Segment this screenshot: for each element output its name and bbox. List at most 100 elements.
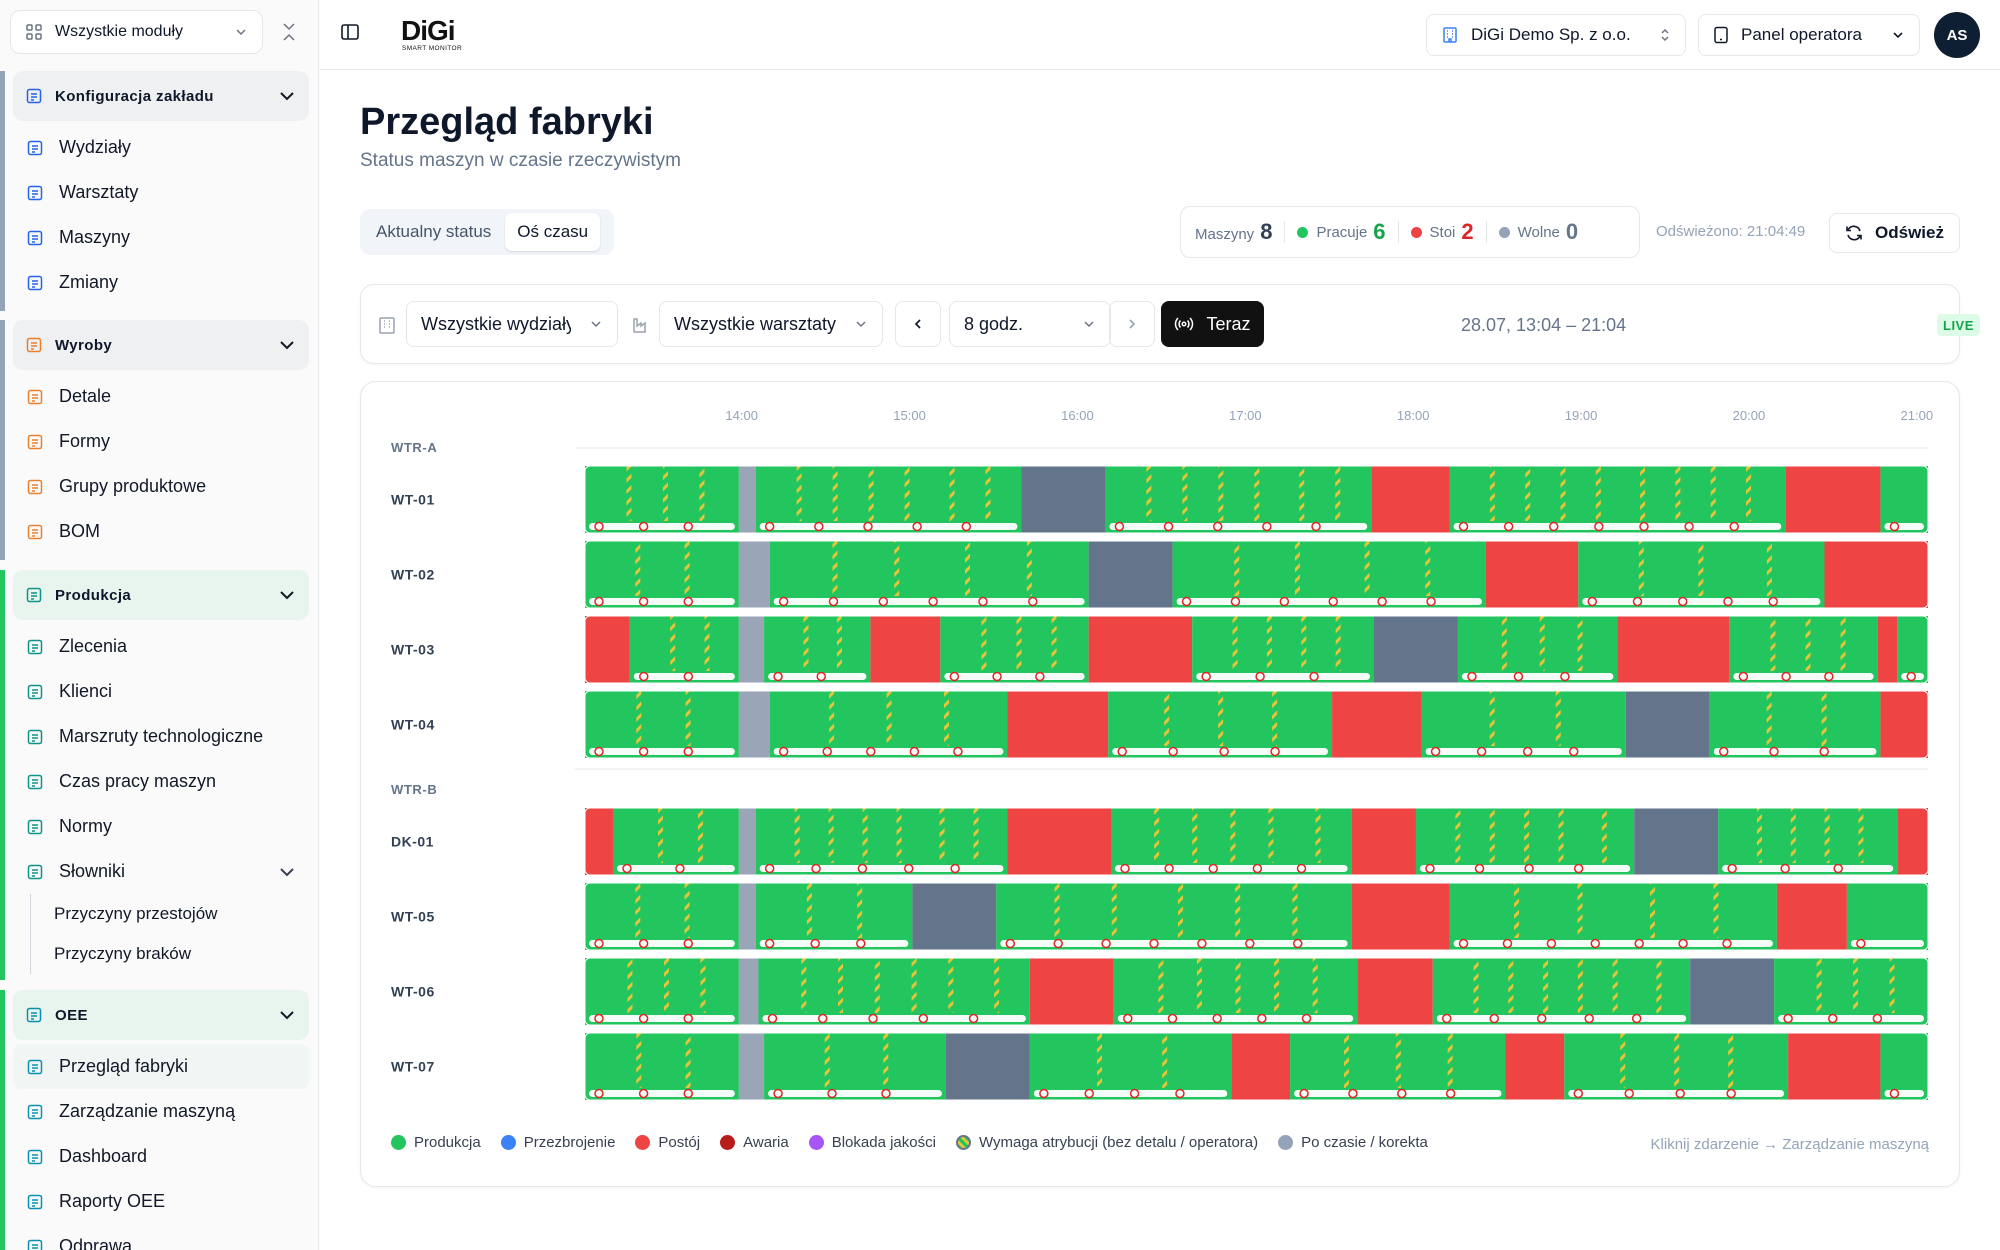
timeline-segment	[1824, 541, 1928, 608]
panel-select[interactable]: Panel operatora	[1698, 14, 1920, 56]
event-marker	[683, 671, 694, 682]
timeline-segment	[1785, 466, 1881, 533]
timeline-segment	[1421, 691, 1626, 758]
event-marker	[1299, 1088, 1309, 1099]
refresh-button[interactable]: Odśwież	[1829, 213, 1960, 253]
legend-swatch	[720, 1135, 736, 1150]
user-avatar[interactable]: AS	[1934, 12, 1980, 58]
timeline-segment	[1897, 808, 1928, 875]
x-tick-label: 14:00	[725, 408, 758, 423]
event-marker	[816, 671, 826, 682]
legend-label: Blokada jakości	[831, 1134, 936, 1151]
sidebar-item[interactable]: Formy	[13, 419, 309, 464]
event-marker	[1678, 938, 1688, 949]
timeline-segment	[1788, 1033, 1881, 1100]
sidebar-item[interactable]: Słowniki	[13, 849, 309, 894]
sidebar-item[interactable]: Detale	[13, 374, 309, 419]
toggle-sidebar-button[interactable]	[340, 22, 366, 46]
tab-timeline[interactable]: Oś czasu	[505, 213, 601, 251]
sidebar-item[interactable]: Dashboard	[13, 1134, 309, 1179]
timeline-segment	[912, 883, 997, 950]
workshop-select[interactable]: Wszystkie warsztaty	[659, 301, 883, 347]
machine-label: WT-03	[391, 642, 435, 658]
sidebar-subitem[interactable]: Przyczyny braków	[54, 944, 191, 963]
event-marker	[1513, 671, 1524, 682]
attribution-stripe	[794, 808, 800, 863]
event-marker	[675, 863, 685, 874]
sidebar-item[interactable]: Maszyny	[13, 215, 309, 260]
now-button[interactable]: Teraz	[1161, 301, 1264, 347]
event-marker	[1573, 863, 1584, 874]
event-marker	[764, 863, 775, 874]
building-icon	[25, 87, 43, 105]
sidebar-item[interactable]: Odprawa	[13, 1224, 309, 1250]
sidebar-item-label: Normy	[59, 816, 112, 836]
sidebar-item[interactable]: Warsztaty	[13, 170, 309, 215]
event-marker	[773, 671, 783, 682]
sidebar-group-header[interactable]: Konfiguracja zakładu	[13, 71, 309, 121]
module-select[interactable]: Wszystkie moduły	[10, 10, 263, 54]
timeline-segment	[1231, 1033, 1291, 1100]
attribution-stripe	[1292, 883, 1298, 938]
tab-current-status[interactable]: Aktualny status	[376, 222, 492, 241]
timeline-segment	[1449, 466, 1786, 533]
attribution-stripe	[1455, 808, 1461, 863]
attribution-stripe	[1335, 616, 1341, 671]
sidebar-item[interactable]: Marszruty technologiczne	[13, 714, 309, 759]
department-select[interactable]: Wszystkie wydziały	[406, 301, 618, 347]
dashboard-icon	[25, 1147, 45, 1167]
chevron-down-icon	[1084, 321, 1094, 328]
event-marker	[1549, 521, 1559, 532]
sidebar-subitem[interactable]: Przyczyny przestojów	[54, 904, 218, 923]
sidebar-group-header[interactable]: Produkcja	[13, 570, 309, 620]
attribution-stripe	[1232, 616, 1238, 671]
collapse-sidebar-button[interactable]	[276, 18, 302, 46]
sidebar-item[interactable]: Zarządzanie maszyną	[13, 1089, 309, 1134]
sidebar-item[interactable]: Raporty OEE	[13, 1179, 309, 1224]
sidebar-item[interactable]: Przegląd fabryki	[13, 1044, 309, 1089]
legend-swatch	[635, 1135, 651, 1150]
layout-icon	[25, 1057, 45, 1077]
sidebar-item[interactable]: Klienci	[13, 669, 309, 714]
sidebar-item[interactable]: BOM	[13, 509, 309, 554]
attribution-stripe	[685, 691, 691, 746]
previous-period-button[interactable]	[895, 301, 941, 347]
sidebar-item[interactable]: Normy	[13, 804, 309, 849]
attribution-stripe	[886, 691, 892, 746]
attribution-stripe	[1230, 808, 1236, 863]
stat-stopped-value: 2	[1461, 219, 1474, 244]
event-marker	[594, 938, 604, 949]
attribution-stripe	[1577, 616, 1583, 671]
sidebar-group-header[interactable]: OEE	[13, 990, 309, 1040]
event-marker	[764, 521, 775, 532]
filter-bar: Wszystkie wydziały Wszystkie warsztaty 8…	[360, 284, 1980, 364]
company-select[interactable]: DiGi Demo Sp. z o.o.	[1426, 14, 1686, 56]
attribution-stripe	[704, 616, 710, 671]
event-marker	[1675, 1088, 1685, 1099]
production-track	[589, 940, 735, 947]
sidebar-item[interactable]: Zmiany	[13, 260, 309, 305]
sidebar-item[interactable]: Wydziały	[13, 125, 309, 170]
sidebar-group-title: OEE	[55, 1006, 88, 1024]
event-marker	[639, 671, 649, 682]
divider	[1485, 221, 1487, 243]
legend-item: Produkcja	[391, 1134, 481, 1151]
timeline-segment	[1088, 541, 1173, 608]
sidebar-item[interactable]: Grupy produktowe	[13, 464, 309, 509]
attribution-stripe	[684, 541, 690, 596]
timeline-segment	[585, 808, 613, 875]
sidebar-item[interactable]: Czas pracy maszyn	[13, 759, 309, 804]
attribution-stripe	[948, 958, 954, 1013]
sidebar-group-header[interactable]: Wyroby	[13, 320, 309, 370]
period-select[interactable]: 8 godz.	[949, 301, 1111, 347]
legend-swatch	[955, 1135, 971, 1150]
next-period-button[interactable]	[1109, 301, 1155, 347]
report-icon	[25, 1192, 45, 1212]
event-marker	[1053, 938, 1063, 949]
attribution-stripe	[1539, 616, 1545, 671]
timeline-segment	[755, 883, 913, 950]
legend-swatch	[500, 1135, 516, 1150]
timeline-segment	[629, 616, 739, 683]
sidebar-item[interactable]: Zlecenia	[13, 624, 309, 669]
stat-stopped: Stoi 2	[1410, 219, 1474, 245]
